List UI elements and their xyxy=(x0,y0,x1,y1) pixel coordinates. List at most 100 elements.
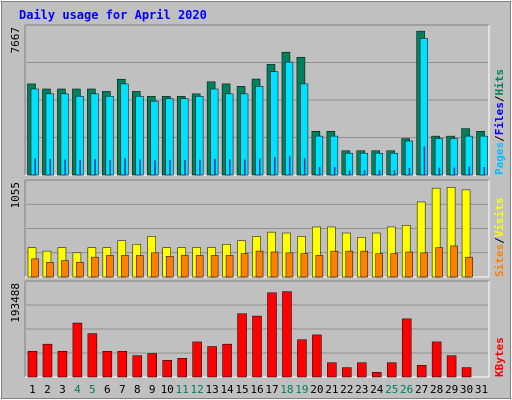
bar-kbytes xyxy=(312,334,322,378)
bar-sites xyxy=(285,252,294,278)
x-tick-label: 24 xyxy=(370,383,384,396)
legend: Sites/Visits xyxy=(493,198,506,278)
bar-kbytes xyxy=(27,350,38,378)
bar-pages xyxy=(199,159,201,175)
bar-kbytes xyxy=(222,343,232,378)
x-tick-label: 15 xyxy=(235,383,248,396)
chart-panels: 7667Pages/Files/Hits1055Sites/Visits1934… xyxy=(9,24,506,378)
bar-pages xyxy=(333,167,336,175)
bar-pages xyxy=(139,159,141,175)
chart-title: Daily usage for April 2020 xyxy=(19,8,207,22)
bar-pages xyxy=(34,158,36,175)
bar-pages xyxy=(259,158,261,175)
bar-kbytes xyxy=(327,362,337,378)
bar-pages xyxy=(303,158,306,175)
bar-pages xyxy=(184,160,186,175)
legend-entry: / xyxy=(493,95,506,102)
bar-pages xyxy=(49,158,51,175)
x-tick-label: 27 xyxy=(415,383,428,396)
x-tick-label: 14 xyxy=(220,383,234,396)
bar-kbytes xyxy=(297,339,307,378)
bar-kbytes xyxy=(102,350,113,378)
x-tick-label: 25 xyxy=(385,383,398,396)
legend-entry: Visits xyxy=(493,198,506,238)
x-tick-label: 2 xyxy=(44,383,51,396)
y-max-label: 7667 xyxy=(9,27,22,54)
bar-pages xyxy=(318,167,321,175)
bar-pages xyxy=(124,158,126,175)
bar-pages xyxy=(348,170,351,175)
x-tick-label: 17 xyxy=(265,383,278,396)
bar-sites xyxy=(255,250,264,278)
bar-kbytes xyxy=(416,364,427,378)
bar-kbytes xyxy=(72,322,83,378)
x-tick-label: 26 xyxy=(400,383,413,396)
bar-kbytes xyxy=(192,341,202,378)
x-tick-label: 5 xyxy=(89,383,96,396)
x-tick-label: 29 xyxy=(445,383,458,396)
x-tick-label: 28 xyxy=(430,383,443,396)
x-tick-label: 8 xyxy=(134,383,141,396)
bar-pages xyxy=(109,160,111,175)
bar-kbytes xyxy=(401,318,412,378)
x-tick-label: 16 xyxy=(250,383,263,396)
bar-sites xyxy=(345,250,354,278)
x-tick-label: 9 xyxy=(149,383,156,396)
panel-visits-sites: 1055 Sites/Visits xyxy=(9,179,506,278)
bar-pages xyxy=(438,167,441,175)
bar-sites xyxy=(465,256,473,278)
bar-pages xyxy=(273,157,276,175)
legend-entry: Sites xyxy=(493,244,506,277)
bar-sites xyxy=(31,258,39,278)
legend: KBytes xyxy=(493,337,506,377)
bar-kbytes xyxy=(446,355,457,378)
bar-sites xyxy=(136,255,144,278)
x-tick-label: 10 xyxy=(161,383,174,396)
bar-kbytes xyxy=(117,350,128,378)
bar-pages xyxy=(214,158,216,175)
bar-sites xyxy=(360,250,369,278)
bar-pages xyxy=(408,167,411,175)
x-tick-label: 19 xyxy=(295,383,308,396)
bar-pages xyxy=(94,159,96,175)
x-tick-label: 11 xyxy=(176,383,189,396)
bar-sites xyxy=(91,256,99,278)
bar-sites xyxy=(450,245,458,278)
x-tick-label: 23 xyxy=(355,383,368,396)
bar-pages xyxy=(169,159,171,175)
legend-entry: / xyxy=(493,135,506,142)
bar-kbytes xyxy=(57,350,68,378)
bar-sites xyxy=(165,256,174,278)
bar-kbytes xyxy=(282,291,292,378)
legend-entry: KBytes xyxy=(493,337,506,377)
bar-kbytes xyxy=(237,313,247,378)
bar-kbytes xyxy=(342,367,352,378)
bar-kbytes xyxy=(87,333,98,378)
bars xyxy=(27,30,488,176)
bar-sites xyxy=(195,255,204,278)
bar-sites xyxy=(106,255,114,278)
x-tick-label: 31 xyxy=(475,383,488,396)
bar-sites xyxy=(150,252,159,278)
bar-sites xyxy=(420,252,428,278)
bar-kbytes xyxy=(207,346,217,378)
bar-sites xyxy=(390,253,398,278)
bar-pages xyxy=(64,159,66,175)
bar-kbytes xyxy=(386,362,397,378)
legend-entry: Pages xyxy=(493,142,506,175)
bar-sites xyxy=(240,253,249,278)
x-tick-label: 13 xyxy=(205,383,218,396)
x-tick-label: 4 xyxy=(74,383,81,396)
bar-kbytes xyxy=(177,358,187,378)
x-tick-label: 6 xyxy=(104,383,111,396)
x-tick-label: 21 xyxy=(325,383,338,396)
x-tick-label: 18 xyxy=(280,383,293,396)
x-tick-label: 1 xyxy=(29,383,36,396)
legend-entry: Hits xyxy=(493,69,506,96)
legend: Pages/Files/Hits xyxy=(493,69,506,175)
bar-kbytes xyxy=(132,355,143,378)
bar-sites xyxy=(435,247,443,278)
bar-kbytes xyxy=(147,353,157,378)
bar-kbytes xyxy=(357,362,367,378)
